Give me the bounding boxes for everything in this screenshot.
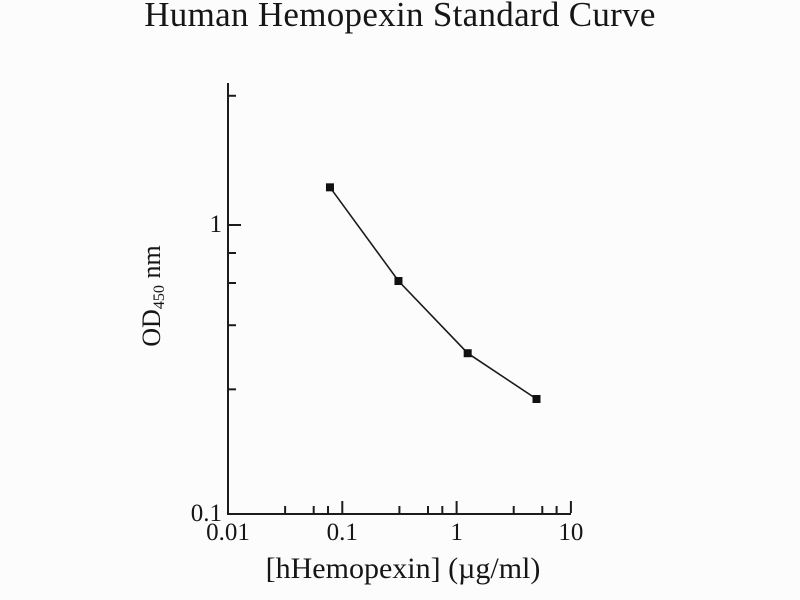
data-point-marker bbox=[463, 349, 472, 358]
y-axis-label-subscript: 450 bbox=[151, 285, 169, 310]
x-tick-label: 10 bbox=[558, 519, 583, 546]
curve-line bbox=[329, 186, 537, 400]
chart-title: Human Hemopexin Standard Curve bbox=[144, 0, 656, 34]
data-point-marker bbox=[394, 277, 403, 286]
x-axis-label: [hHemopexin] (µg/ml) bbox=[265, 552, 541, 585]
data-point-marker bbox=[532, 394, 541, 403]
x-tick-label: 0.1 bbox=[327, 519, 358, 546]
y-axis-label-main: OD bbox=[137, 309, 166, 347]
x-tick-label: 0.01 bbox=[206, 519, 250, 546]
x-tick-label: 1 bbox=[450, 519, 463, 546]
data-point-marker bbox=[325, 183, 334, 192]
y-tick-label: 1 bbox=[210, 211, 223, 238]
y-tick-label: 0.1 bbox=[191, 500, 222, 527]
y-axis-label: OD450 nm bbox=[137, 245, 169, 347]
y-axis-label-unit: nm bbox=[137, 245, 166, 285]
